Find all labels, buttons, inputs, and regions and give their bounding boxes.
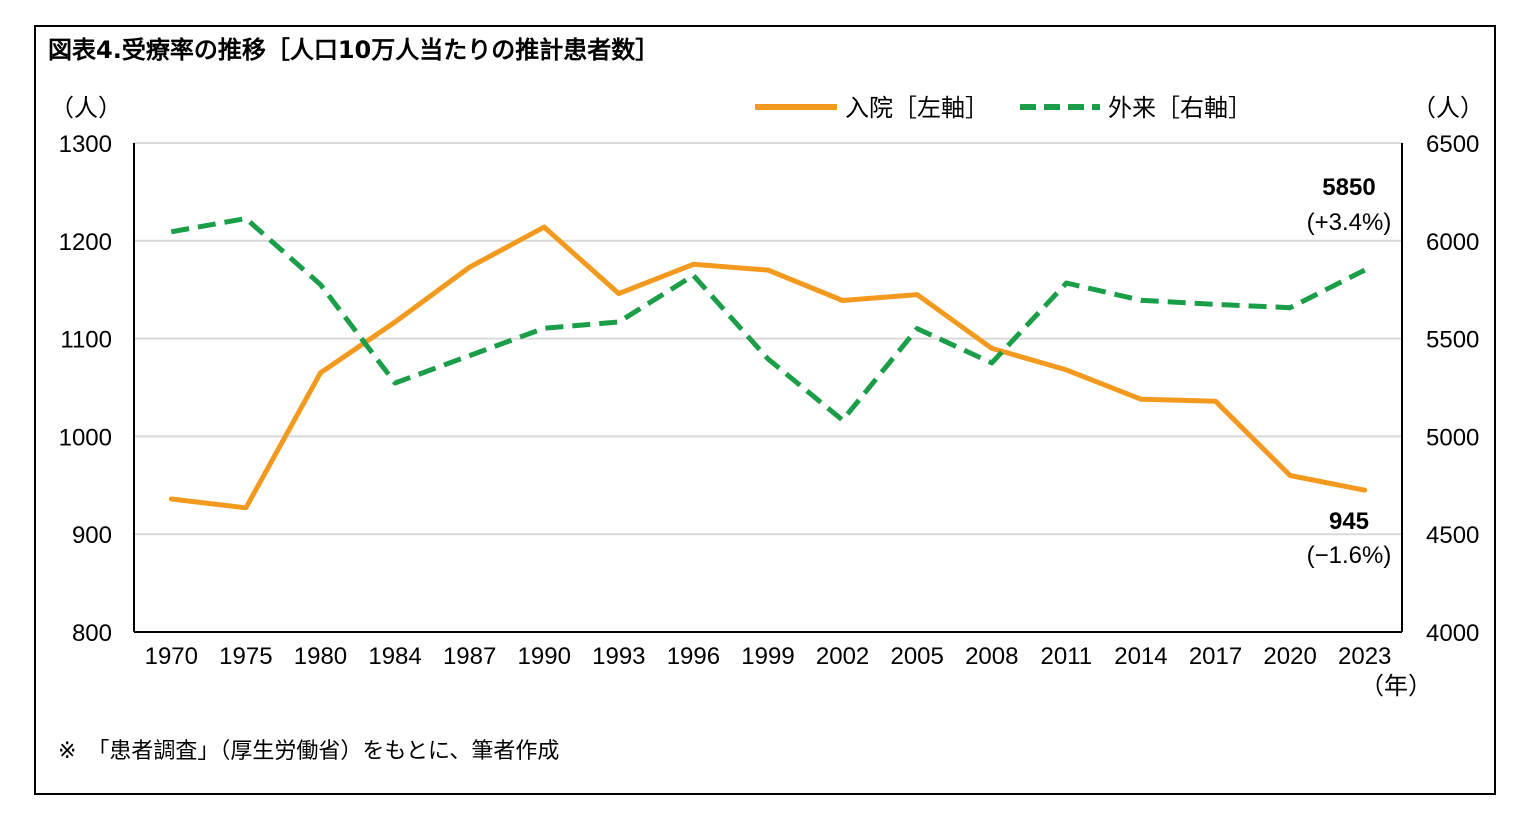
legend-label-outpatient: 外来［右軸］ [1108, 94, 1252, 122]
left-tick-label: 900 [72, 522, 112, 549]
x-tick-label: 2005 [890, 643, 943, 670]
outpatient-series-line [170, 216, 1366, 423]
inpatient-series-line [168, 224, 1368, 511]
x-tick-label: 1975 [219, 643, 272, 670]
gridlines [134, 142, 1402, 536]
left-tick-label: 1000 [59, 424, 112, 451]
right-tick-label: 6500 [1426, 131, 1479, 158]
left-tick-label: 1300 [59, 131, 112, 158]
x-tick-label: 1999 [741, 643, 794, 670]
x-tick-label: 1996 [667, 643, 720, 670]
annotation-inpatient-value: 945 [1329, 508, 1369, 535]
axes [133, 143, 1403, 633]
source-note: ※ 「患者調査」（厚生労働省）をもとに、筆者作成 [58, 739, 559, 764]
right-tick-label: 5500 [1426, 327, 1479, 354]
x-tick-label: 1993 [592, 643, 645, 670]
chart-frame [34, 25, 1496, 795]
legend-label-inpatient: 入院［左軸］ [845, 94, 989, 122]
left-tick-label: 1100 [60, 327, 112, 354]
x-tick-label: 1980 [294, 643, 347, 670]
right-axis-ticks: 4000 4500 5000 5500 6000 6500 [1426, 131, 1479, 647]
right-tick-label: 6000 [1426, 229, 1479, 256]
x-tick-label: 1984 [368, 643, 421, 670]
left-tick-label: 800 [72, 620, 112, 647]
left-axis-ticks: 800 900 1000 1100 1200 1300 [59, 131, 112, 647]
right-tick-label: 4500 [1426, 522, 1479, 549]
right-tick-label: 5000 [1426, 424, 1479, 451]
annotation-outpatient-change: (+3.4%) [1307, 209, 1392, 236]
legend: 入院［左軸］ 外来［右軸］ [755, 94, 1252, 122]
x-tick-label: 2023 [1338, 643, 1391, 670]
right-axis-unit: （人） [1412, 94, 1484, 122]
x-tick-label: 2014 [1114, 643, 1167, 670]
x-tick-label: 2002 [816, 643, 869, 670]
x-tick-label: 2011 [1041, 643, 1093, 670]
left-tick-label: 1200 [59, 229, 112, 256]
x-axis-ticks: 1970 1975 1980 1984 1987 1990 1993 1996 1999 2002… [145, 643, 1392, 670]
x-tick-label: 1987 [443, 643, 496, 670]
x-axis-unit: （年） [1360, 673, 1432, 700]
x-tick-label: 1990 [518, 643, 571, 670]
right-tick-label: 4000 [1426, 620, 1479, 647]
annotation-inpatient-change: (−1.6%) [1307, 542, 1392, 569]
x-tick-label: 2017 [1189, 643, 1242, 670]
chart-title: 図表4.受療率の推移［人口10万人当たりの推計患者数］ [48, 36, 659, 64]
left-axis-unit: （人） [50, 94, 122, 122]
series-layer [168, 216, 1368, 511]
x-tick-label: 2008 [965, 643, 1018, 670]
annotation-outpatient-value: 5850 [1322, 174, 1375, 201]
x-tick-label: 1970 [145, 643, 198, 670]
x-tick-label: 2020 [1263, 643, 1316, 670]
